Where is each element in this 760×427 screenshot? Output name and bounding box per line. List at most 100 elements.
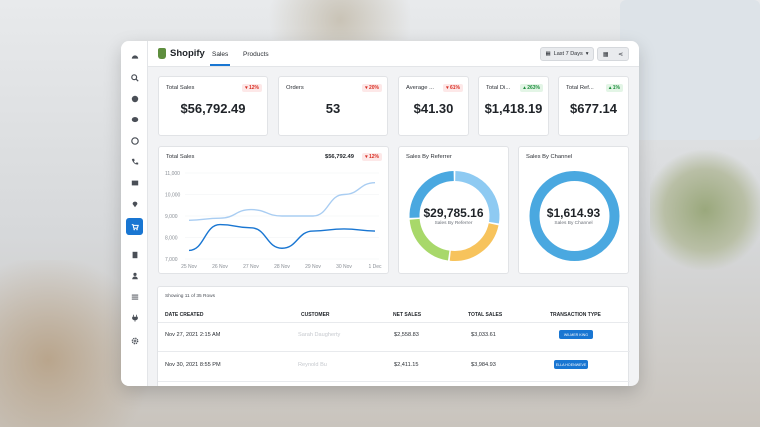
x-tick-label: 25 Nov bbox=[181, 264, 197, 270]
date-range-button[interactable]: ▦ Last 7 Days ▾ bbox=[540, 47, 594, 61]
transactions-table: Showing 11 of 35 Rows DATE CREATED CUSTO… bbox=[157, 286, 630, 386]
x-tick-label: 1 Dec bbox=[368, 264, 382, 270]
background-lamp bbox=[240, 0, 440, 40]
pie-chart-icon[interactable] bbox=[126, 90, 143, 107]
message-icon[interactable] bbox=[126, 132, 143, 149]
series-line-0 bbox=[188, 181, 376, 221]
table-divider bbox=[158, 351, 630, 352]
series-line-1 bbox=[188, 223, 376, 252]
kpi-title: Total Sales bbox=[166, 85, 195, 91]
kpi-card-orders[interactable]: Orders ▾ 20% 53 bbox=[278, 76, 388, 136]
background-plant bbox=[650, 150, 760, 270]
kpi-card-average[interactable]: Average ... ▾ 61% $41.30 bbox=[398, 76, 469, 136]
donut-label: Sales By Channel bbox=[554, 221, 593, 226]
x-tick-label: 29 Nov bbox=[305, 264, 321, 270]
list-icon[interactable] bbox=[126, 288, 143, 305]
kpi-change-badge: ▾ 12% bbox=[242, 84, 262, 92]
dashboard-window: Shopify Sales Products ▦ Last 7 Days ▾ ▦… bbox=[121, 41, 639, 386]
dashboard-icon[interactable] bbox=[126, 48, 143, 65]
cell-net-sales: $2,558.83 bbox=[394, 332, 419, 338]
cart-icon[interactable] bbox=[126, 218, 143, 235]
top-bar: Shopify Sales Products ▦ Last 7 Days ▾ ▦… bbox=[148, 41, 639, 67]
grid-icon[interactable]: ▦ bbox=[602, 51, 609, 58]
phone-icon[interactable] bbox=[126, 153, 143, 170]
kpi-title: Average ... bbox=[406, 85, 434, 91]
kpi-value: $1,418.19 bbox=[484, 101, 543, 116]
table-row-count: Showing 11 of 35 Rows bbox=[165, 294, 216, 299]
brand-name: Shopify bbox=[170, 48, 205, 59]
channel-donut-chart[interactable] bbox=[519, 147, 630, 275]
cell-date: Nov 27, 2021 2:15 AM bbox=[165, 332, 221, 338]
tab-products[interactable]: Products bbox=[243, 51, 269, 58]
y-tick-label: 7,000 bbox=[165, 257, 178, 263]
donut-center: $29,785.16 Sales By Referrer bbox=[399, 206, 508, 226]
y-tick-label: 9,000 bbox=[165, 214, 178, 220]
referrer-donut-chart[interactable] bbox=[399, 147, 510, 275]
sales-by-channel-card: Sales By Channel $1,614.93 Sales By Chan… bbox=[518, 146, 629, 274]
column-total-sales[interactable]: TOTAL SALES bbox=[468, 312, 503, 318]
sales-by-referrer-card: Sales By Referrer $29,785.16 Sales By Re… bbox=[398, 146, 509, 274]
column-transaction-type[interactable]: TRANSACTION TYPE bbox=[550, 312, 601, 318]
sidebar bbox=[121, 41, 148, 386]
chart-value: $56,792.49 bbox=[324, 154, 354, 160]
cell-date: Nov 30, 2021 8:55 PM bbox=[165, 362, 221, 368]
donut-value: $29,785.16 bbox=[423, 206, 484, 220]
cell-customer: Reynold Bu bbox=[298, 362, 327, 368]
shopify-bag-icon bbox=[158, 48, 166, 59]
kpi-change-badge: ▾ 20% bbox=[362, 84, 382, 92]
chevron-down-icon: ▾ bbox=[585, 51, 589, 57]
user-icon[interactable] bbox=[126, 267, 143, 284]
tab-sales[interactable]: Sales bbox=[212, 51, 229, 58]
transaction-type-badge[interactable]: WILMER KING bbox=[559, 330, 593, 339]
donut-slice-2 bbox=[409, 218, 450, 261]
donut-label: Sales By Referrer bbox=[434, 221, 473, 226]
share-icon[interactable]: ⋖ bbox=[618, 51, 624, 58]
search-icon[interactable] bbox=[126, 69, 143, 86]
column-date-created[interactable]: DATE CREATED bbox=[165, 312, 204, 318]
x-tick-label: 30 Nov bbox=[336, 264, 352, 270]
donut-slice-1 bbox=[449, 223, 499, 261]
chart-change-badge: ▾ 12% bbox=[362, 153, 382, 161]
toolbar-actions: ▦ ⋖ bbox=[597, 47, 629, 61]
active-tab-indicator bbox=[210, 64, 230, 66]
plug-icon[interactable] bbox=[126, 309, 143, 326]
table-divider bbox=[158, 381, 630, 382]
date-range-label: Last 7 Days bbox=[553, 51, 583, 57]
chart-title: Total Sales bbox=[166, 154, 195, 160]
kpi-title: Orders bbox=[286, 85, 304, 91]
cell-total-sales: $3,984.93 bbox=[471, 362, 496, 368]
kpi-title: Total Ref... bbox=[566, 85, 594, 91]
donut-center: $1,614.93 Sales By Channel bbox=[519, 206, 628, 226]
cell-net-sales: $2,411.15 bbox=[394, 362, 419, 368]
kpi-change-badge: ▴ 263% bbox=[520, 84, 543, 92]
x-tick-label: 27 Nov bbox=[243, 264, 259, 270]
y-tick-label: 10,000 bbox=[165, 193, 181, 199]
y-tick-label: 8,000 bbox=[165, 236, 178, 242]
kpi-card-total-refunds[interactable]: Total Ref... ▴ 1% $677.14 bbox=[558, 76, 629, 136]
donut-slice-0 bbox=[529, 171, 620, 261]
column-net-sales[interactable]: NET SALES bbox=[393, 312, 422, 318]
document-icon[interactable] bbox=[126, 246, 143, 263]
settings-icon[interactable] bbox=[126, 332, 143, 349]
kpi-value: $56,792.49 bbox=[180, 101, 246, 116]
donut-slice-3 bbox=[409, 171, 455, 218]
transaction-type-badge[interactable]: ELLA HOENWEVE bbox=[554, 360, 588, 369]
kpi-card-total-discounts[interactable]: Total Di... ▴ 263% $1,418.19 bbox=[478, 76, 549, 136]
calendar-icon: ▦ bbox=[545, 51, 551, 57]
chart-title: Sales By Channel bbox=[526, 154, 573, 160]
column-customer[interactable]: CUSTOMER bbox=[301, 312, 330, 318]
cell-total-sales: $3,033.61 bbox=[471, 332, 496, 338]
mail-icon[interactable] bbox=[126, 174, 143, 191]
chart-title: Sales By Referrer bbox=[406, 154, 452, 160]
kpi-change-badge: ▾ 61% bbox=[443, 84, 463, 92]
y-tick-label: 11,000 bbox=[165, 171, 180, 177]
kpi-value: $41.30 bbox=[413, 101, 454, 116]
chat-icon[interactable] bbox=[126, 111, 143, 128]
kpi-change-badge: ▴ 1% bbox=[605, 84, 623, 92]
x-tick-label: 26 Nov bbox=[212, 264, 228, 270]
table-divider bbox=[158, 322, 630, 323]
location-icon[interactable] bbox=[126, 195, 143, 212]
kpi-card-total-sales[interactable]: Total Sales ▾ 12% $56,792.49 bbox=[158, 76, 268, 136]
brand-logo[interactable]: Shopify bbox=[158, 48, 205, 59]
